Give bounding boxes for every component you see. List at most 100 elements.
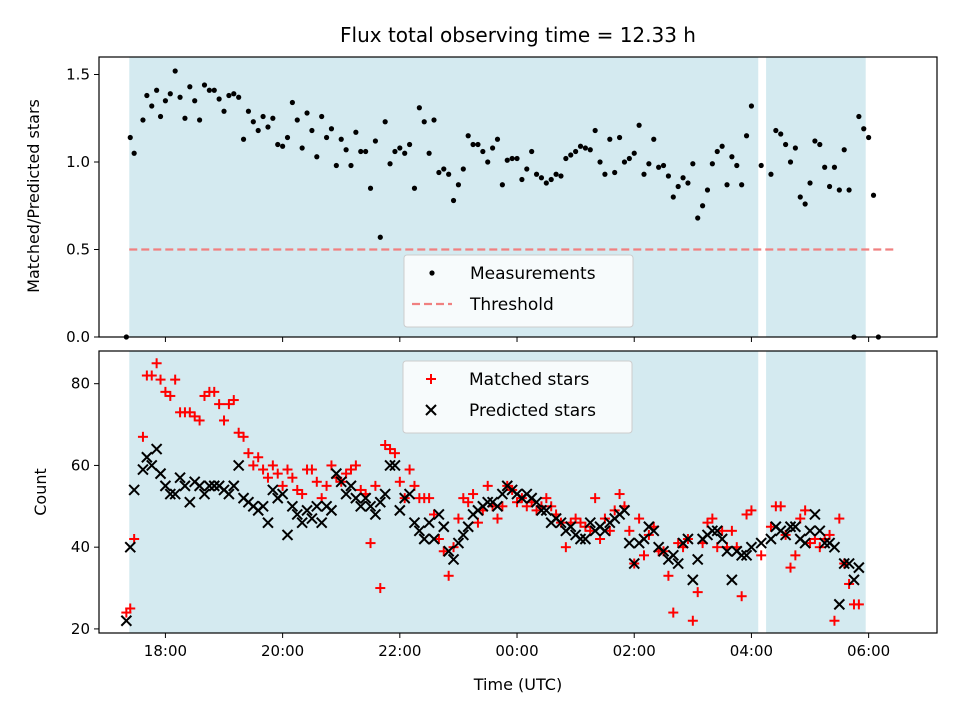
matched-star-point <box>560 542 571 553</box>
predicted-star-point-b <box>179 480 191 492</box>
measurement-point <box>455 182 462 188</box>
measurement-point <box>670 194 676 200</box>
measurement-point <box>719 143 725 149</box>
measurement-point <box>338 136 344 142</box>
predicted-star-point <box>408 516 421 529</box>
predicted-star-point-b <box>648 525 660 537</box>
measurement-point <box>768 171 774 177</box>
measurement-point <box>260 113 266 120</box>
predicted-star-point <box>740 549 753 562</box>
predicted-star-point <box>364 500 377 513</box>
matched-star-point <box>433 534 444 544</box>
measurement-point <box>597 159 603 165</box>
measurement-point <box>616 134 623 141</box>
predicted-star-point-b <box>355 500 367 513</box>
predicted-star-point-b <box>555 516 567 529</box>
predicted-star-point <box>735 549 748 562</box>
predicted-star-point <box>428 533 440 545</box>
observing-interval-shade <box>766 57 866 337</box>
predicted-star-point <box>150 443 163 455</box>
matched-star-point <box>321 480 332 491</box>
measurement-point <box>294 117 300 123</box>
predicted-star-point <box>340 488 352 500</box>
measurement-point <box>841 147 847 153</box>
measurement-point <box>470 141 476 148</box>
measurement-point <box>490 145 496 151</box>
matched-star-point <box>228 395 239 406</box>
legend-label: Predicted stars <box>469 401 596 421</box>
matched-star-point <box>497 501 508 512</box>
predicted-star-point-b <box>359 492 372 504</box>
measurement-point <box>436 169 442 176</box>
measurement-point <box>367 185 374 191</box>
matched-star-point <box>253 452 264 463</box>
predicted-star-point <box>403 488 416 500</box>
predicted-star-point <box>755 537 767 549</box>
measurement-point <box>236 94 242 100</box>
predicted-star-point-b <box>257 500 269 513</box>
predicted-star-point <box>706 525 719 537</box>
predicted-star-point <box>276 488 289 500</box>
predicted-star-point <box>389 459 401 472</box>
predicted-star-point <box>814 525 826 537</box>
predicted-star-point <box>359 492 372 504</box>
measurement-point <box>358 148 364 155</box>
measurement-point <box>636 122 642 128</box>
predicted-star-point-b <box>340 488 352 500</box>
predicted-star-point <box>442 545 455 557</box>
measurement-point <box>416 105 422 111</box>
predicted-star-point <box>804 525 816 537</box>
predicted-star-point-b <box>428 533 440 545</box>
measurement-point <box>406 141 413 148</box>
y-axis-label-ratio: Matched/Predicted stars <box>24 99 43 293</box>
predicted-star-point-b <box>174 471 186 484</box>
predicted-star-point <box>657 545 670 557</box>
measurement-point <box>162 98 169 104</box>
predicted-star-point-b <box>442 545 455 557</box>
measurement-point <box>626 155 632 162</box>
predicted-star-point-b <box>198 488 211 500</box>
measurement-point <box>797 194 803 200</box>
predicted-star-point <box>555 516 567 529</box>
predicted-star-point <box>335 476 347 488</box>
predicted-star-point-b <box>374 496 386 508</box>
predicted-star-point <box>574 533 587 545</box>
predicted-star-point-b <box>315 516 328 529</box>
predicted-star-point <box>330 467 343 480</box>
predicted-star-point <box>291 508 303 521</box>
predicted-star-point <box>687 574 699 586</box>
matched-star-point <box>248 460 259 471</box>
matched-star-point <box>287 472 298 483</box>
matched-star-point <box>238 431 249 442</box>
matched-star-point <box>834 513 845 524</box>
measurement-point <box>592 127 598 134</box>
predicted-star-point <box>623 537 636 549</box>
predicted-star-point-b <box>350 492 362 504</box>
matched-star-point <box>453 513 464 524</box>
matched-star-point <box>590 493 601 504</box>
x-axis-label: Time (UTC) <box>473 675 562 694</box>
measurement-point <box>328 126 335 132</box>
predicted-star-point <box>355 500 367 513</box>
predicted-star-point-b <box>306 512 318 525</box>
predicted-star-point <box>137 463 149 476</box>
predicted-star-point <box>535 504 548 517</box>
matched-star-point <box>853 599 864 610</box>
predicted-star-point-b <box>804 525 816 537</box>
measurement-point <box>509 155 515 162</box>
measurement-point <box>558 173 564 179</box>
matched-star-point <box>790 550 801 561</box>
matched-star-point <box>424 493 435 504</box>
measurement-point <box>778 131 784 137</box>
measurement-point <box>553 171 559 177</box>
measurement-point <box>831 164 838 170</box>
predicted-star-point-b <box>335 476 347 488</box>
x-tick-label: 22:00 <box>378 642 421 660</box>
predicted-star-point <box>413 525 426 537</box>
predicted-star-point <box>350 492 362 504</box>
matched-star-point <box>707 513 718 524</box>
predicted-star-point <box>184 496 196 508</box>
legend-label: Threshold <box>469 295 554 315</box>
y-tick-label: 80 <box>71 375 90 393</box>
predicted-star-point-b <box>672 557 684 570</box>
